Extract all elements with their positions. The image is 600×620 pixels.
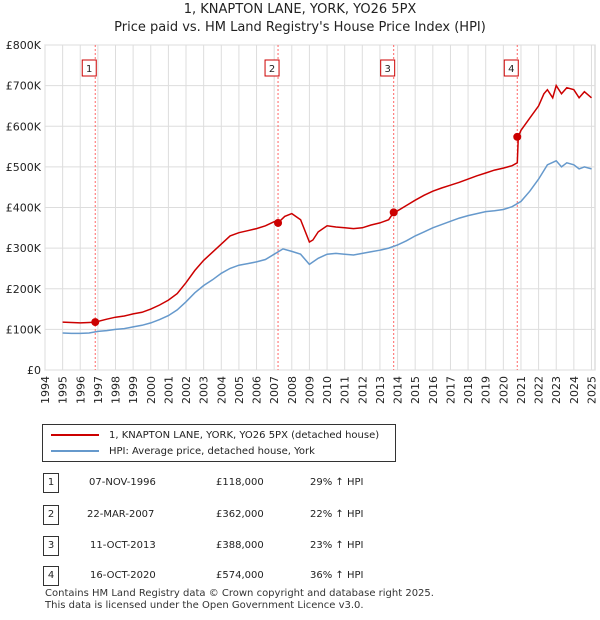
sale-price: £118,000 (216, 477, 264, 488)
y-tick-label: £700K (6, 80, 42, 93)
series-line-hpi (62, 159, 592, 335)
x-tick-label: 1995 (57, 376, 70, 404)
x-tick-label: 2016 (427, 376, 440, 404)
table-row: 1 07-NOV-1996 £118,000 29% ↑ HPI (0, 473, 600, 493)
y-tick-label: £400K (6, 202, 42, 215)
legend-label-hpi: HPI: Average price, detached house, York (109, 445, 315, 457)
x-tick-label: 2004 (215, 376, 228, 404)
sale-number-badge: 2 (43, 505, 59, 525)
legend-label-property: 1, KNAPTON LANE, YORK, YO26 5PX (detache… (109, 429, 380, 441)
x-tick-label: 1997 (92, 376, 105, 404)
legend-item-property: 1, KNAPTON LANE, YORK, YO26 5PX (detache… (51, 428, 379, 442)
x-tick-label: 1998 (110, 376, 123, 404)
sale-hpi-change: 22% ↑ HPI (310, 509, 364, 520)
price-chart: £0 £100K £200K £300K £400K £500K £600K £700K £80… (6, 39, 599, 404)
x-tick-label: 2000 (145, 376, 158, 404)
table-row: 4 16-OCT-2020 £574,000 36% ↑ HPI (0, 566, 600, 586)
x-tick-label: 2024 (568, 376, 581, 404)
x-tick-label: 2013 (374, 376, 387, 404)
sale-label-frame (503, 59, 519, 77)
sale-point (274, 218, 283, 227)
sale-number-badge: 4 (43, 566, 59, 586)
sale-price: £362,000 (216, 509, 264, 520)
chart-title: 1, KNAPTON LANE, YORK, YO26 5PX (183, 2, 417, 17)
sale-label-frame (380, 59, 396, 77)
legend: 1, KNAPTON LANE, YORK, YO26 5PX (detache… (42, 424, 396, 462)
x-tick-label: 2009 (303, 376, 316, 404)
y-tick-label: £500K (6, 161, 42, 174)
x-tick-label: 2001 (162, 376, 175, 404)
sale-price: £574,000 (216, 570, 264, 581)
footer-copyright: Contains HM Land Registry data © Crown c… (45, 588, 434, 599)
sale-label-box: 2 (264, 59, 280, 77)
x-tick-label: 2017 (444, 376, 457, 404)
footer-licence: This data is licensed under the Open Gov… (45, 600, 364, 611)
legend-item-hpi: HPI: Average price, detached house, York (51, 444, 315, 458)
x-tick-label: 2007 (268, 376, 281, 404)
sale-point (91, 318, 100, 327)
x-tick-label: 2025 (585, 376, 598, 404)
sale-label-text: 2 (269, 64, 275, 75)
y-tick-label: £600K (6, 120, 42, 133)
x-tick-label: 2019 (480, 376, 493, 404)
sale-label-frame (264, 59, 280, 77)
sale-hpi-change: 29% ↑ HPI (310, 477, 364, 488)
sale-date: 11-OCT-2013 (90, 540, 156, 551)
y-tick-label: £0 (27, 364, 41, 377)
sale-hpi-change: 36% ↑ HPI (310, 570, 364, 581)
sale-label-text: 3 (384, 64, 390, 75)
sale-label-box: 4 (503, 59, 519, 77)
footer: Contains HM Land Registry data © Crown c… (45, 588, 434, 612)
sale-date: 16-OCT-2020 (90, 570, 156, 581)
x-tick-label: 2015 (409, 376, 422, 404)
x-tick-label: 2021 (515, 376, 528, 404)
sale-label-text: 1 (86, 64, 92, 75)
sale-label-box: 1 (81, 59, 97, 77)
sale-point (513, 132, 522, 141)
x-tick-label: 2003 (198, 376, 211, 404)
x-tick-label: 2014 (392, 376, 405, 404)
x-tick-label: 2008 (286, 376, 299, 404)
x-tick-label: 1994 (39, 376, 52, 404)
x-tick-label: 2023 (550, 376, 563, 404)
x-tick-label: 2002 (180, 376, 193, 404)
legend-swatch-hpi (51, 450, 99, 452)
x-tick-label: 2011 (339, 376, 352, 404)
sale-label-box: 3 (380, 59, 396, 77)
x-tick-label: 2020 (497, 376, 510, 404)
sale-label-frame (81, 59, 97, 77)
sale-number-badge: 1 (43, 473, 59, 493)
sale-date: 07-NOV-1996 (89, 477, 156, 488)
sale-price: £388,000 (216, 540, 264, 551)
y-tick-label: £100K (6, 323, 42, 336)
y-tick-label: £200K (6, 283, 42, 296)
x-tick-label: 2005 (233, 376, 246, 404)
x-tick-label: 2006 (251, 376, 264, 404)
x-tick-label: 2012 (356, 376, 369, 404)
x-tick-label: 2022 (533, 376, 546, 404)
x-tick-label: 1996 (74, 376, 87, 404)
series-line-property (62, 83, 592, 324)
sale-number-badge: 3 (43, 536, 59, 556)
y-tick-label: £800K (6, 39, 42, 52)
sale-point (389, 208, 398, 217)
table-row: 2 22-MAR-2007 £362,000 22% ↑ HPI (0, 505, 600, 525)
legend-swatch-property (51, 434, 99, 436)
chart-subtitle: Price paid vs. HM Land Registry's House … (114, 20, 486, 35)
sale-date: 22-MAR-2007 (87, 509, 155, 520)
sale-hpi-change: 23% ↑ HPI (310, 540, 364, 551)
sale-label-text: 4 (508, 64, 514, 75)
x-tick-label: 2010 (321, 376, 334, 404)
x-tick-label: 1999 (127, 376, 140, 404)
x-tick-label: 2018 (462, 376, 475, 404)
table-row: 3 11-OCT-2013 £388,000 23% ↑ HPI (0, 536, 600, 556)
y-tick-label: £300K (6, 242, 42, 255)
